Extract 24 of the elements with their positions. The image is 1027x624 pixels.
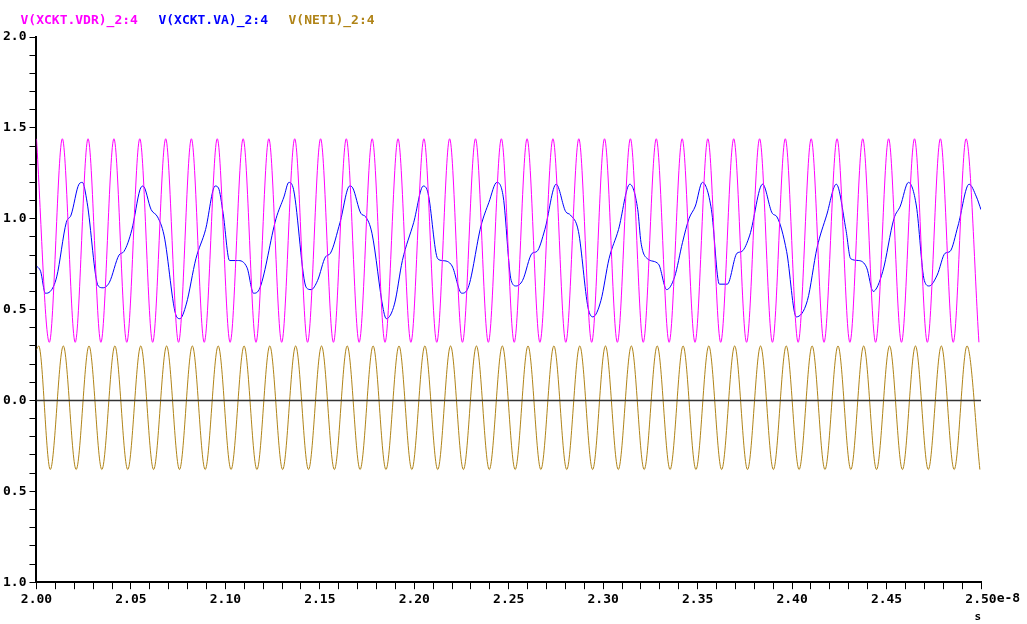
y-tick-label: 0.5 — [3, 300, 27, 316]
x-tick-label: 2.15 — [304, 591, 336, 607]
y-tick-label: 1.0 — [3, 210, 27, 226]
y-tick-label: 1.0 — [3, 573, 27, 589]
y-tick-label: 1.5 — [3, 119, 27, 135]
x-tick-label: 2.40 — [776, 591, 808, 607]
x-tick-label: 2.10 — [209, 591, 242, 607]
text: e-8 — [996, 590, 1021, 606]
x-tick-label: 2.20 — [398, 591, 431, 607]
text: V(XCKT.VA)_2:4 — [158, 11, 269, 28]
text: V(NET1)_2:4 — [288, 11, 375, 28]
x-tick-label: 2.05 — [115, 591, 147, 607]
y-tick-label: 0.5 — [3, 482, 27, 498]
y-tick-label: 2.0 — [3, 28, 27, 44]
x-tick-label: 2.30 — [587, 591, 620, 607]
y-tick-label: 0.0 — [3, 391, 27, 407]
x-tick-label: 2.35 — [681, 591, 714, 607]
text: V(XCKT.VDR)_2:4 — [20, 11, 139, 28]
x-tick-label: 2.00 — [20, 591, 53, 607]
line-series — [36, 181, 981, 320]
x-axis-title: s — [974, 610, 981, 624]
x-tick-label: 2.25 — [493, 591, 525, 607]
x-tick-label: 2.50 — [965, 591, 997, 607]
x-tick-label: 2.45 — [870, 591, 903, 607]
